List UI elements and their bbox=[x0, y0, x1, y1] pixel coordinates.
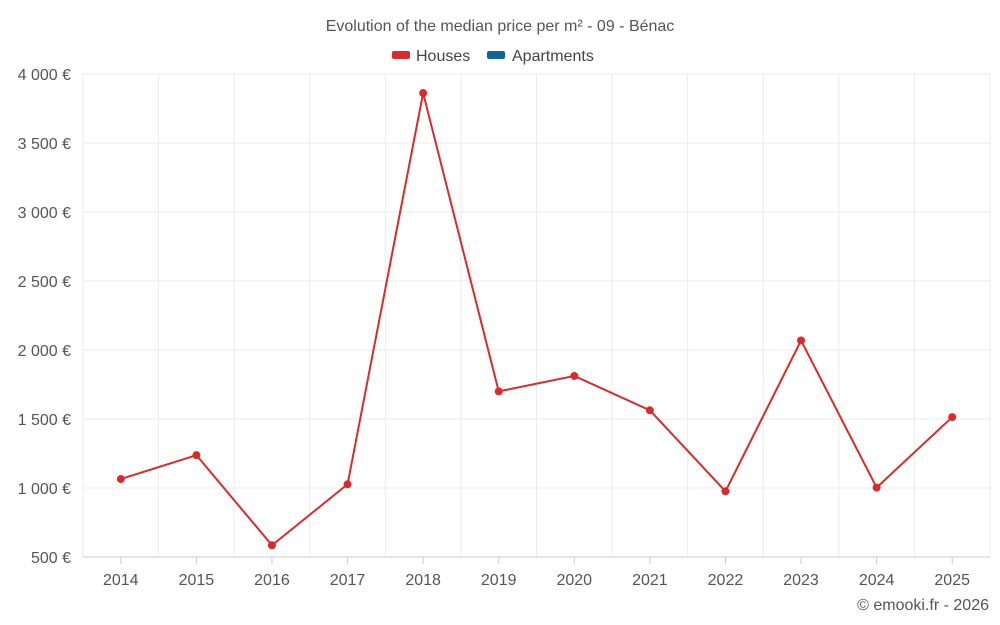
data-point-houses-2025[interactable] bbox=[948, 413, 957, 422]
data-point-houses-2015[interactable] bbox=[192, 451, 201, 460]
x-tick-label: 2020 bbox=[556, 572, 592, 589]
y-tick-label: 3 500 € bbox=[18, 136, 71, 153]
grid bbox=[82, 73, 991, 558]
data-point-houses-2018[interactable] bbox=[419, 89, 428, 98]
y-tick-label: 1 000 € bbox=[18, 481, 71, 498]
x-tick-label: 2018 bbox=[405, 572, 441, 589]
x-tick-label: 2023 bbox=[783, 572, 819, 589]
y-tick-label: 500 € bbox=[31, 550, 71, 567]
x-tick-label: 2019 bbox=[481, 572, 517, 589]
series-line-houses bbox=[120, 92, 953, 547]
legend-label-houses: Houses bbox=[416, 48, 470, 65]
y-tick-label: 2 000 € bbox=[18, 343, 71, 360]
data-point-houses-2023[interactable] bbox=[797, 336, 806, 345]
legend-label-apartments: Apartments bbox=[512, 48, 594, 65]
x-tick-label: 2017 bbox=[330, 572, 366, 589]
x-tick-label: 2024 bbox=[859, 572, 895, 589]
legend-item-houses[interactable]: Houses bbox=[392, 48, 470, 65]
data-point-houses-2014[interactable] bbox=[116, 475, 125, 484]
legend: Houses Apartments bbox=[392, 48, 594, 65]
x-tick-label: 2016 bbox=[254, 572, 290, 589]
y-tick-label: 2 500 € bbox=[18, 274, 71, 291]
axes: 500 € 1 000 € 1 500 € 2 000 € 2 500 € 3 000 €… bbox=[18, 67, 990, 589]
y-tick-label: 1 500 € bbox=[18, 412, 71, 429]
legend-swatch-apartments bbox=[487, 51, 505, 59]
data-point-houses-2022[interactable] bbox=[721, 487, 730, 496]
legend-swatch-houses bbox=[392, 51, 410, 59]
x-tick-label: 2015 bbox=[179, 572, 215, 589]
data-point-houses-2017[interactable] bbox=[343, 480, 352, 489]
data-point-houses-2016[interactable] bbox=[267, 541, 276, 550]
data-point-houses-2021[interactable] bbox=[645, 406, 654, 415]
x-tick-label: 2022 bbox=[708, 572, 744, 589]
y-tick-label: 3 000 € bbox=[18, 205, 71, 222]
x-tick-label: 2014 bbox=[103, 572, 139, 589]
chart-title: Evolution of the median price per m² - 0… bbox=[326, 18, 675, 35]
series-houses bbox=[116, 89, 957, 550]
data-point-houses-2019[interactable] bbox=[494, 387, 503, 396]
data-point-houses-2020[interactable] bbox=[570, 371, 579, 380]
x-tick-label: 2021 bbox=[632, 572, 668, 589]
y-tick-label: 4 000 € bbox=[18, 67, 71, 84]
data-point-houses-2024[interactable] bbox=[872, 483, 881, 492]
legend-item-apartments[interactable]: Apartments bbox=[487, 48, 594, 65]
x-tick-label: 2025 bbox=[934, 572, 970, 589]
credit-text: © emooki.fr - 2026 bbox=[857, 597, 989, 614]
